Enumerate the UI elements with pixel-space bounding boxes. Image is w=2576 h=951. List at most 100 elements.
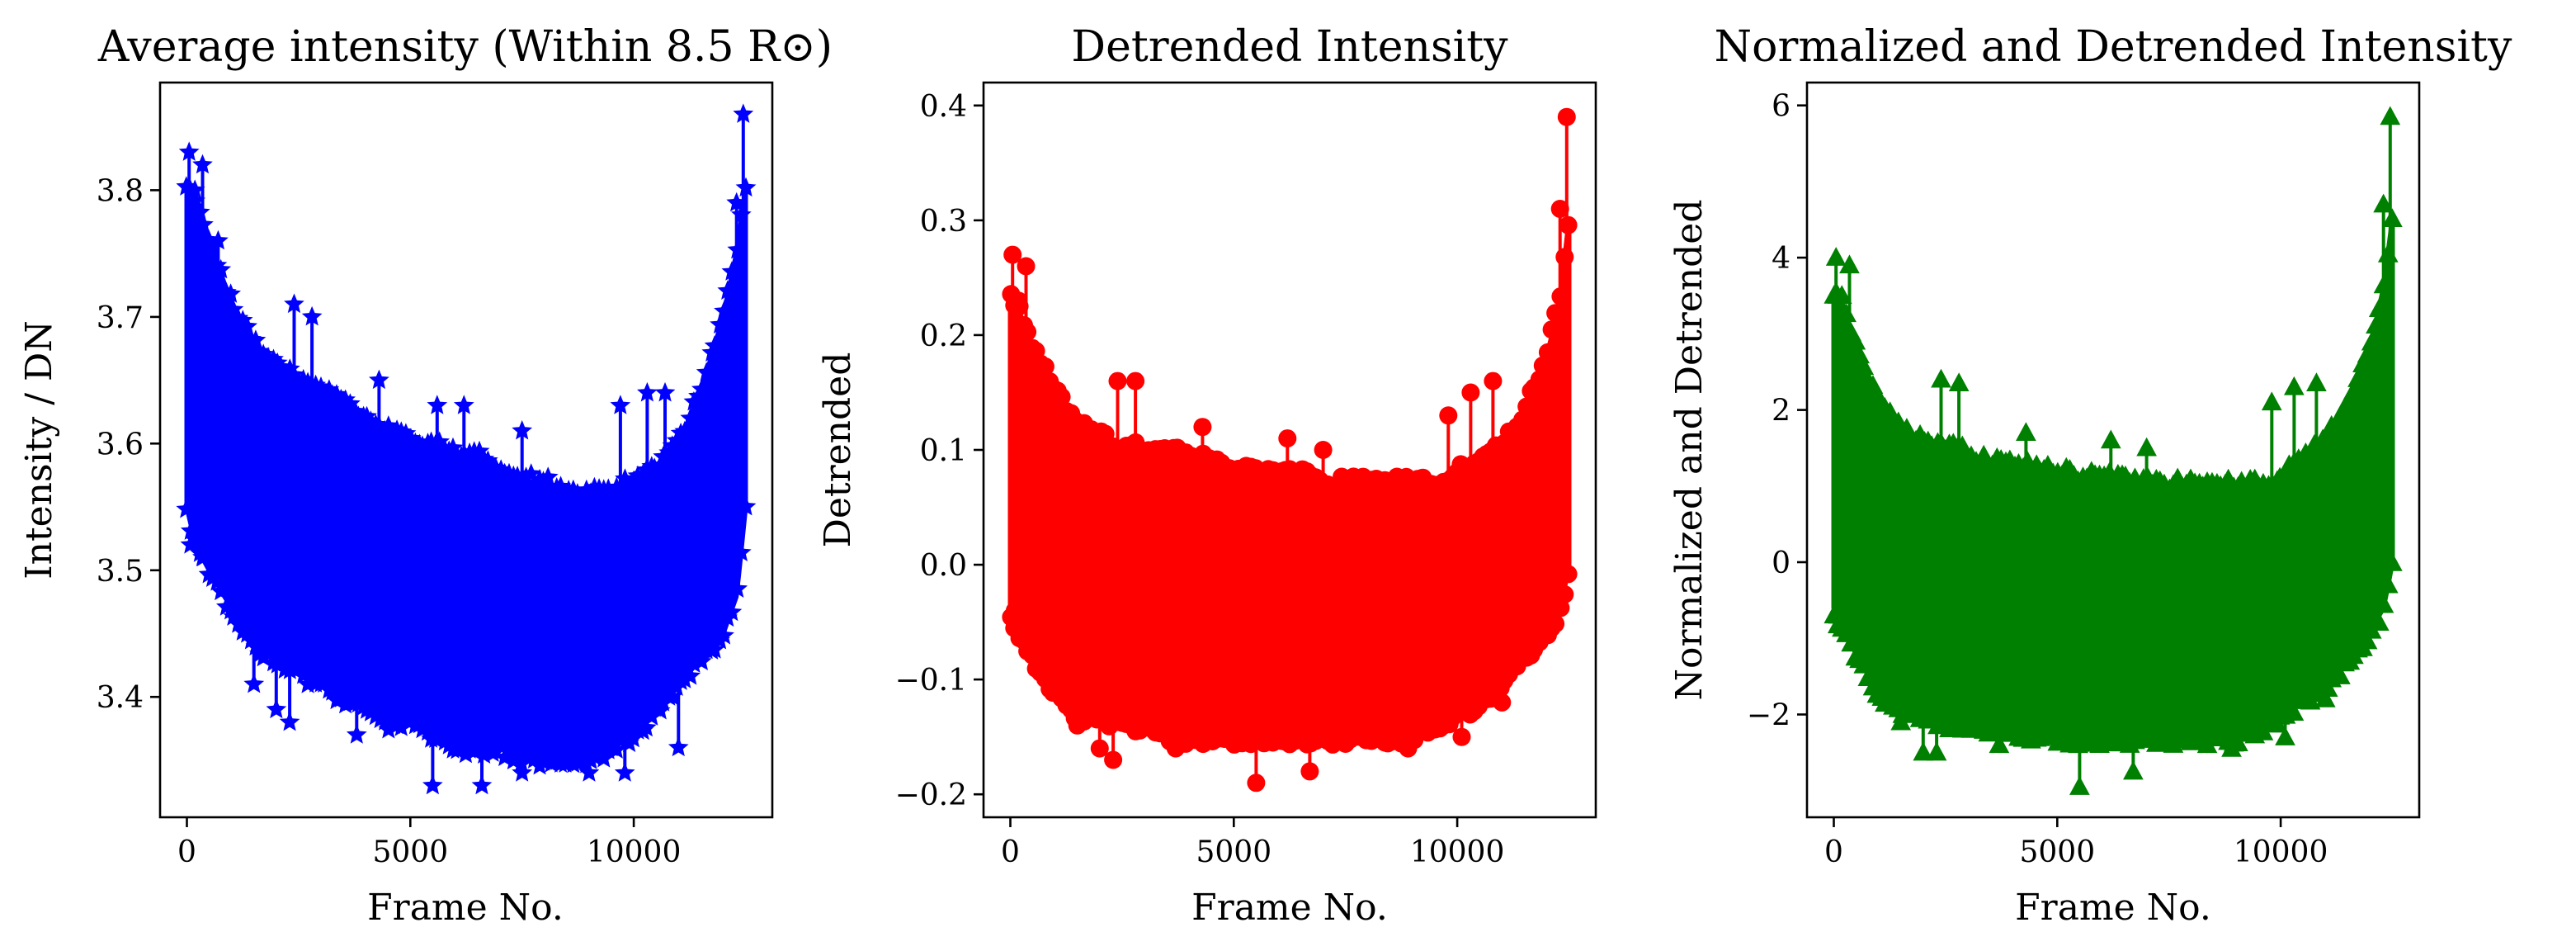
data-point-marker — [2283, 702, 2305, 721]
data-point-marker — [208, 229, 229, 250]
data-point-marker — [714, 625, 734, 645]
data-point-marker — [512, 420, 533, 440]
data-point-marker — [1530, 370, 1549, 389]
data-point-marker — [2261, 391, 2282, 411]
data-point-marker — [2357, 630, 2378, 650]
y-tick-label: 0.2 — [920, 319, 967, 353]
y-tick-label: 3.7 — [97, 301, 144, 335]
axes-ticks: 0 5000 10000 −2 0 2 4 6 — [1747, 90, 2328, 869]
data-point-marker — [192, 546, 213, 566]
data-point-marker — [644, 457, 665, 477]
data-point-marker — [714, 300, 734, 320]
data-point-marker — [2136, 437, 2157, 457]
data-point-marker — [1052, 387, 1071, 406]
data-point-marker — [1546, 304, 1565, 323]
data-point-marker — [2343, 380, 2364, 400]
y-tick-label: 0.1 — [920, 434, 967, 468]
data-point-marker — [1550, 200, 1569, 218]
data-point-marker — [636, 717, 657, 737]
data-point-marker — [427, 395, 448, 414]
y-tick-label: 2 — [1772, 395, 1790, 428]
data-point-marker — [2368, 612, 2390, 631]
data-point-marker — [1989, 734, 2010, 754]
y-axis-label: Intensity / DN — [18, 320, 60, 580]
data-point-marker — [537, 466, 559, 486]
data-point-marker — [1017, 257, 1036, 276]
data-point-marker — [649, 700, 671, 720]
data-point-marker — [1555, 248, 1574, 267]
x-tick-label: 10000 — [587, 835, 682, 869]
data-point-marker — [2196, 734, 2218, 754]
axes-frame — [1805, 81, 2421, 819]
data-point-marker — [2382, 208, 2403, 227]
data-point-marker — [2275, 465, 2296, 485]
panel-title: Detrended Intensity — [1071, 22, 1508, 72]
data-point-marker — [1484, 371, 1503, 390]
panel-average-intensity: Average intensity (Within 8.5 R⊙) Frame … — [18, 22, 833, 929]
panel-title: Average intensity (Within 8.5 R⊙) — [97, 22, 833, 72]
axes-ticks: 0 5000 10000 3.4 3.5 3.6 3.7 3.8 — [97, 174, 682, 869]
data-point-marker — [2100, 429, 2121, 449]
y-axis-label: Detrended — [817, 352, 859, 548]
y-tick-label: 4 — [1772, 242, 1790, 276]
data-point-marker — [2330, 665, 2351, 684]
data-point-marker — [1538, 343, 1557, 362]
data-point-marker — [193, 214, 214, 234]
data-point-marker — [1493, 693, 1512, 712]
data-point-marker — [1559, 565, 1578, 584]
data-point-marker — [614, 762, 635, 782]
data-point-marker — [1517, 397, 1536, 416]
axes-frame — [158, 81, 774, 819]
data-point-marker — [2221, 737, 2242, 757]
data-point-marker — [704, 639, 725, 659]
plot-area: 0 5000 10000 −2 0 2 4 6 — [1747, 90, 2403, 869]
data-point-marker — [1831, 285, 1852, 304]
data-point-marker — [2069, 776, 2090, 795]
data-point-marker — [176, 499, 197, 518]
data-point-marker — [1853, 654, 1875, 674]
series-line — [1009, 253, 1570, 732]
axes-ticks: 0 5000 10000 −0.2 −0.1 0.0 0.1 0.2 0.3 0.4 — [895, 90, 1505, 869]
x-tick-label: 10000 — [2234, 835, 2328, 869]
y-tick-label: −0.2 — [895, 778, 967, 812]
data-point-marker — [733, 103, 754, 123]
data-point-marker — [2292, 452, 2314, 472]
plot-area: 0 5000 10000 −0.2 −0.1 0.0 0.1 0.2 0.3 0.4 — [895, 90, 1578, 869]
data-point-marker — [180, 534, 201, 554]
panel-detrended-intensity: Detrended Intensity Frame No. Detrended … — [817, 22, 1597, 929]
x-axis-label: Frame No. — [1191, 887, 1388, 929]
data-point-marker — [717, 280, 738, 300]
data-point-marker — [210, 258, 232, 279]
x-tick-label: 5000 — [372, 835, 448, 869]
data-point-marker — [1841, 632, 1862, 652]
data-point-marker — [1461, 383, 1480, 402]
data-point-marker — [346, 724, 367, 744]
data-point-marker — [2306, 372, 2327, 392]
data-point-marker — [453, 395, 474, 414]
data-point-marker — [1005, 601, 1024, 620]
data-point-marker — [641, 706, 663, 726]
data-point-marker — [1108, 371, 1127, 390]
data-point-marker — [727, 578, 748, 598]
data-point-marker — [220, 283, 241, 303]
data-point-marker — [735, 177, 757, 197]
data-point-marker — [691, 378, 712, 399]
y-tick-label: 0.0 — [920, 549, 967, 583]
data-point-marker — [1166, 739, 1185, 758]
data-point-marker — [654, 381, 676, 402]
series-line — [1833, 267, 2394, 731]
data-point-marker — [279, 711, 300, 731]
data-point-marker — [243, 673, 265, 693]
data-point-marker — [192, 154, 213, 174]
data-point-marker — [1104, 750, 1123, 769]
data-point-marker — [2373, 193, 2394, 213]
data-point-marker — [653, 446, 673, 466]
data-point-marker — [190, 201, 210, 221]
data-point-marker — [301, 305, 323, 326]
data-point-marker — [1036, 357, 1054, 376]
data-point-marker — [610, 395, 631, 414]
data-point-marker — [2352, 353, 2373, 372]
data-point-marker — [1926, 741, 1947, 761]
data-point-marker — [1193, 418, 1212, 437]
